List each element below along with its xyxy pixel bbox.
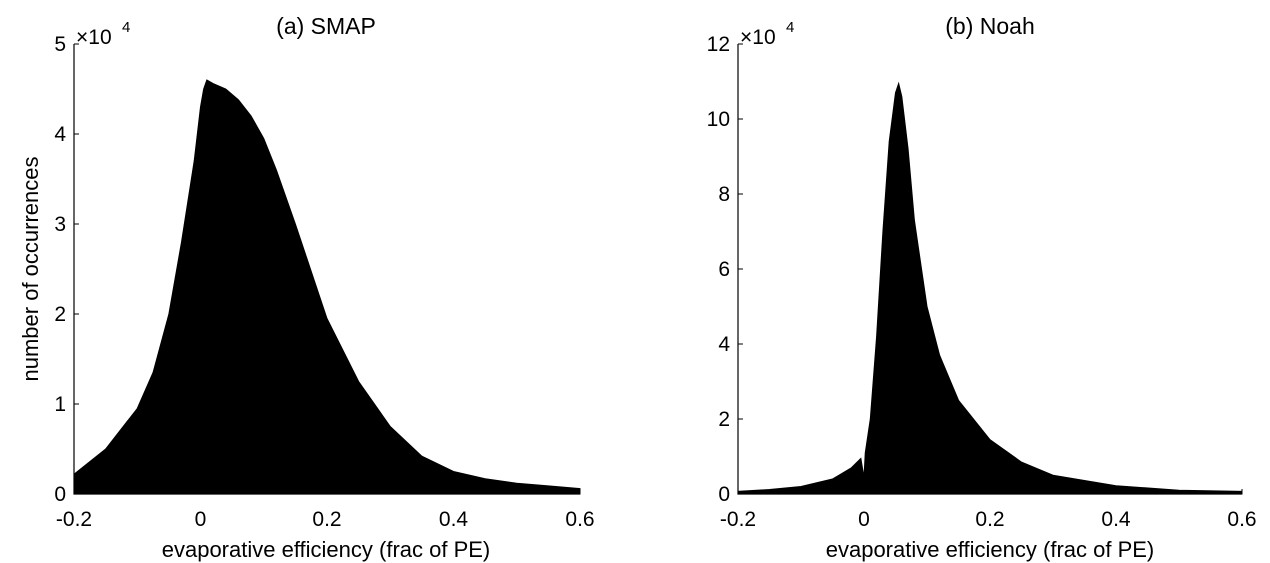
panel-a-x-tick-label: 0.6: [565, 508, 594, 531]
panel-b-y-tick-label: 4: [718, 333, 730, 356]
panel-b-y-tick-label: 0: [718, 483, 730, 506]
panel-b-x-ticks: -0.2 0 0.2 0.4 0.6: [720, 489, 1257, 531]
panel-a-histogram-area: [73, 79, 581, 495]
panel-a-y-multiplier: ×10 4: [76, 19, 130, 49]
panel-b-multiplier-exponent: 4: [786, 19, 794, 36]
panel-b-histogram-area: [737, 81, 1243, 495]
panel-a-x-tick-label: 0.4: [439, 508, 469, 531]
panel-a-y-tick-label: 2: [54, 303, 66, 326]
panel-a-plot-area: [73, 44, 581, 495]
panel-b-axes: [737, 44, 1242, 495]
panel-b-y-multiplier: ×10 4: [740, 19, 794, 49]
panel-b-x-tick-label: 0.2: [975, 508, 1004, 531]
panel-b-x-tick-label: 0.4: [1101, 508, 1131, 531]
panel-b-x-axis-label: evaporative efficiency (frac of PE): [826, 537, 1155, 562]
panel-a-y-tick-label: 3: [54, 213, 66, 236]
panel-b-y-tick-label: 8: [718, 183, 730, 206]
panel-a-y-tick-label: 0: [54, 483, 66, 506]
panel-a-x-axis-label: evaporative efficiency (frac of PE): [162, 537, 491, 562]
panel-a-title: (a) SMAP: [276, 13, 376, 39]
panel-a-y-tick-label: 4: [54, 123, 66, 146]
panel-a-multiplier-exponent: 4: [122, 19, 130, 36]
panel-a-x-tick-label: -0.2: [56, 508, 92, 531]
panel-b-y-tick-label: 12: [707, 33, 730, 56]
panel-b-x-tick-label: 0.6: [1227, 508, 1256, 531]
panel-a-y-tick-label: 5: [54, 33, 66, 56]
panel-a-y-tick-label: 1: [54, 393, 66, 416]
panel-a-x-ticks: -0.2 0 0.2 0.4 0.6: [56, 489, 595, 531]
panel-b-y-ticks: 0 2 4 6 8 10 12: [707, 33, 743, 506]
panel-a-x-tick-label: 0.2: [312, 508, 341, 531]
panel-a-x-tick-label: 0: [195, 508, 207, 531]
panel-a-y-axis-label: number of occurrences: [18, 157, 43, 382]
panel-a-multiplier-base: ×10: [76, 26, 112, 49]
panel-b-title: (b) Noah: [945, 13, 1034, 39]
panel-b-x-tick-label: -0.2: [720, 508, 756, 531]
panel-b-y-tick-label: 2: [718, 408, 730, 431]
panel-b-multiplier-base: ×10: [740, 26, 776, 49]
panel-b-y-tick-label: 10: [707, 108, 730, 131]
panel-b-plot-area: [737, 44, 1243, 495]
panel-b-x-tick-label: 0: [858, 508, 870, 531]
panel-a-y-ticks: 0 1 2 3 4 5: [54, 33, 79, 506]
panel-b-y-tick-label: 6: [718, 258, 730, 281]
